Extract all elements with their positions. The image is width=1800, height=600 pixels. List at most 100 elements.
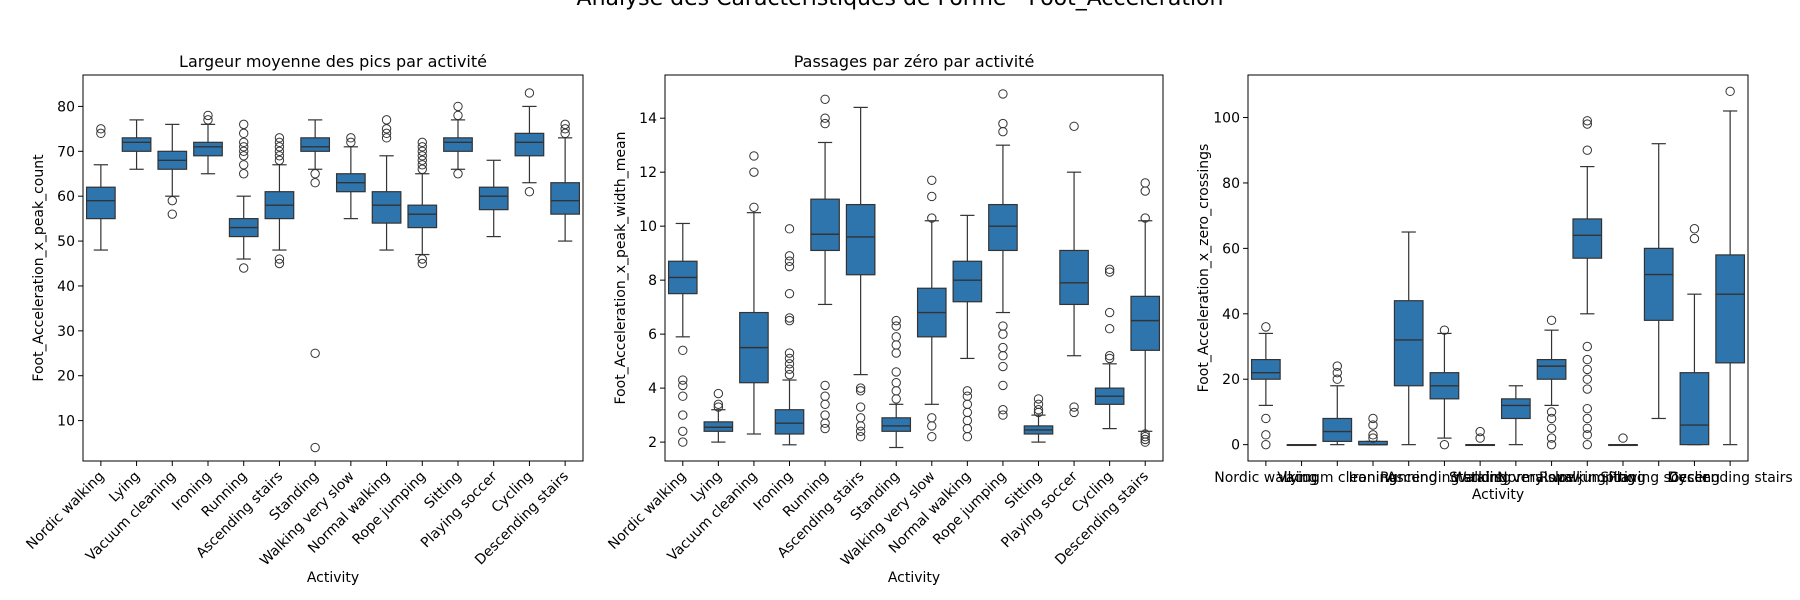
box-cycling [1094, 264, 1125, 430]
outlier-point [784, 256, 795, 266]
outlier-point [749, 151, 759, 161]
iqr-box [121, 137, 152, 152]
box-standing [881, 315, 912, 449]
box-sitting [1023, 394, 1054, 443]
box-walking-very-slow [1500, 385, 1531, 446]
iqr-box [407, 204, 438, 229]
x-tick-label: Rope jumping [1539, 470, 1636, 486]
outlier-point [1104, 264, 1115, 275]
box-ascending-stairs [1429, 325, 1460, 450]
box-ironing [774, 224, 805, 446]
y-tick-label: 0 [1231, 438, 1240, 454]
outlier-point [891, 394, 901, 404]
outlier-point [1546, 423, 1557, 433]
outlier-point [1104, 351, 1115, 361]
outlier-point [678, 426, 688, 437]
outlier-point [784, 224, 795, 234]
outlier-point [96, 124, 106, 134]
box-descending-stairs [1130, 178, 1161, 447]
outlier-point [1582, 364, 1592, 375]
x-tick-label: Vacuum cleaning [1277, 470, 1397, 486]
outlier-point [820, 410, 830, 420]
outlier-point [855, 386, 866, 396]
outlier-point [1140, 429, 1150, 439]
outlier-point [1475, 433, 1485, 443]
outlier-point [1069, 407, 1079, 418]
iqr-box [810, 198, 840, 252]
outlier-point [560, 128, 570, 139]
outlier-point [1546, 413, 1557, 424]
outlier-point [1582, 119, 1592, 129]
axes-frame [664, 74, 1164, 462]
outlier-point [891, 321, 901, 331]
iqr-box [1130, 295, 1161, 351]
outlier-point [678, 375, 688, 385]
box-playing-soccer [1059, 121, 1089, 418]
y-tick-label: 40 [57, 279, 75, 295]
panel-title: Passages par zéro par activité [794, 52, 1035, 71]
outlier-point [1368, 413, 1378, 424]
outlier-point [1261, 439, 1271, 450]
x-axis-label: Activity [888, 570, 940, 586]
box-walking-very-slow [335, 133, 366, 220]
outlier-point [1104, 353, 1115, 364]
outlier-point [820, 423, 830, 434]
outlier-point [998, 118, 1008, 129]
outlier-point [1546, 433, 1557, 443]
outlier-point [417, 155, 427, 165]
outlier-point [310, 442, 320, 453]
box-normal-walking [952, 214, 983, 442]
outlier-point [820, 380, 830, 391]
y-tick-label: 4 [648, 381, 657, 397]
outlier-point [820, 391, 830, 401]
y-tick-label: 60 [57, 189, 75, 205]
iqr-box [1500, 398, 1531, 420]
outlier-point [1368, 430, 1378, 440]
outlier-point [1069, 402, 1079, 412]
y-tick-label: 30 [57, 324, 75, 340]
outlier-point [1140, 213, 1150, 223]
outlier-point [784, 359, 795, 369]
box-vacuum-cleaning [1322, 361, 1353, 446]
y-tick-label: 20 [1222, 372, 1240, 388]
outlier-point [784, 364, 795, 374]
outlier-point [239, 169, 249, 179]
outlier-point [962, 391, 973, 401]
outlier-point [927, 421, 937, 431]
outlier-point [239, 146, 249, 157]
outlier-point [417, 146, 427, 157]
outlier-point [998, 351, 1008, 361]
outlier-point [1618, 433, 1628, 443]
outlier-point [998, 321, 1008, 331]
box-sitting [443, 101, 473, 179]
outlier-point [855, 432, 866, 442]
y-tick-label: 8 [648, 273, 657, 289]
box-running [1393, 231, 1424, 446]
panel-peak-count: Largeur moyenne des pics par activité 10 2… [23, 52, 584, 586]
outlier-point [998, 405, 1008, 415]
outlier-point [678, 380, 688, 391]
y-tick-label: 60 [1222, 241, 1240, 257]
box-lying [1286, 443, 1317, 447]
outlier-point [1140, 434, 1150, 445]
outlier-point [784, 369, 795, 380]
box-descending-stairs [1715, 86, 1746, 446]
x-tick-label: Ascending stairs [1387, 470, 1502, 486]
iqr-box [1679, 372, 1710, 446]
outlier-point [784, 288, 795, 299]
outlier-point [1475, 426, 1485, 437]
outlier-point [203, 110, 213, 121]
iqr-box [193, 141, 223, 157]
box-sitting [1608, 433, 1638, 447]
y-tick-label: 20 [57, 369, 75, 385]
outlier-point [1033, 394, 1044, 404]
outlier-point [962, 407, 973, 418]
outlier-point [1033, 405, 1044, 415]
outlier-point [1546, 407, 1557, 417]
outlier-point [927, 413, 937, 423]
outlier-point [96, 128, 106, 139]
outlier-point [239, 151, 249, 161]
y-tick-label: 50 [57, 234, 75, 250]
axes-frame [1247, 74, 1749, 462]
outlier-point [1689, 233, 1700, 244]
